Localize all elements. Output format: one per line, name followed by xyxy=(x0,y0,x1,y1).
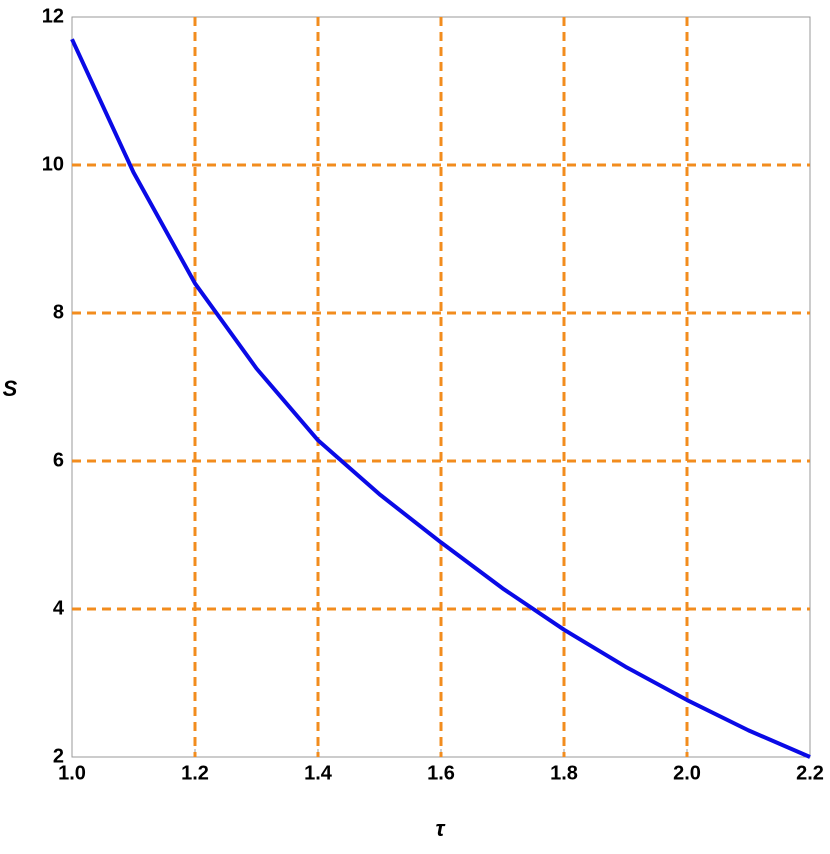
y-tick-label: 2 xyxy=(53,745,64,767)
x-tick-label: 1.6 xyxy=(427,762,455,784)
x-tick-label: 2.0 xyxy=(673,762,701,784)
y-tick-label: 4 xyxy=(53,597,65,619)
x-tick-label: 2.2 xyxy=(796,762,824,784)
x-axis-label: τ xyxy=(436,816,446,841)
x-tick-label: 1.8 xyxy=(550,762,578,784)
y-tick-label: 8 xyxy=(53,301,64,323)
x-tick-label: 1.4 xyxy=(304,762,333,784)
y-tick-label: 6 xyxy=(53,449,64,471)
x-tick-label: 1.2 xyxy=(181,762,209,784)
y-tick-label: 10 xyxy=(42,153,64,175)
x-tick-label: 1.0 xyxy=(58,762,86,784)
y-axis-label: S xyxy=(3,376,18,401)
y-tick-label: 12 xyxy=(42,5,64,27)
curve xyxy=(70,38,811,759)
